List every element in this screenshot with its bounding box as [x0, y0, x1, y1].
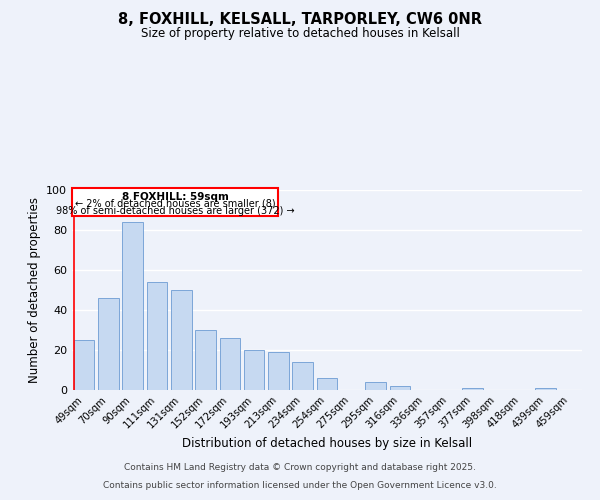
Bar — [317, 378, 337, 390]
Text: Contains public sector information licensed under the Open Government Licence v3: Contains public sector information licen… — [103, 481, 497, 490]
Bar — [389, 386, 410, 390]
Bar — [98, 298, 119, 390]
Bar — [535, 388, 556, 390]
Text: Contains HM Land Registry data © Crown copyright and database right 2025.: Contains HM Land Registry data © Crown c… — [124, 464, 476, 472]
Bar — [122, 222, 143, 390]
Text: 98% of semi-detached houses are larger (372) →: 98% of semi-detached houses are larger (… — [56, 206, 295, 216]
Bar — [220, 338, 240, 390]
Bar — [292, 362, 313, 390]
Bar — [268, 352, 289, 390]
Text: 8 FOXHILL: 59sqm: 8 FOXHILL: 59sqm — [122, 192, 229, 202]
Bar — [171, 290, 191, 390]
Bar — [72, 188, 278, 216]
Bar — [195, 330, 216, 390]
Text: ← 2% of detached houses are smaller (8): ← 2% of detached houses are smaller (8) — [75, 199, 275, 209]
Bar — [74, 340, 94, 390]
X-axis label: Distribution of detached houses by size in Kelsall: Distribution of detached houses by size … — [182, 438, 472, 450]
Text: 8, FOXHILL, KELSALL, TARPORLEY, CW6 0NR: 8, FOXHILL, KELSALL, TARPORLEY, CW6 0NR — [118, 12, 482, 28]
Bar — [463, 388, 483, 390]
Bar — [146, 282, 167, 390]
Y-axis label: Number of detached properties: Number of detached properties — [28, 197, 41, 383]
Bar — [244, 350, 265, 390]
Text: Size of property relative to detached houses in Kelsall: Size of property relative to detached ho… — [140, 28, 460, 40]
Bar — [365, 382, 386, 390]
